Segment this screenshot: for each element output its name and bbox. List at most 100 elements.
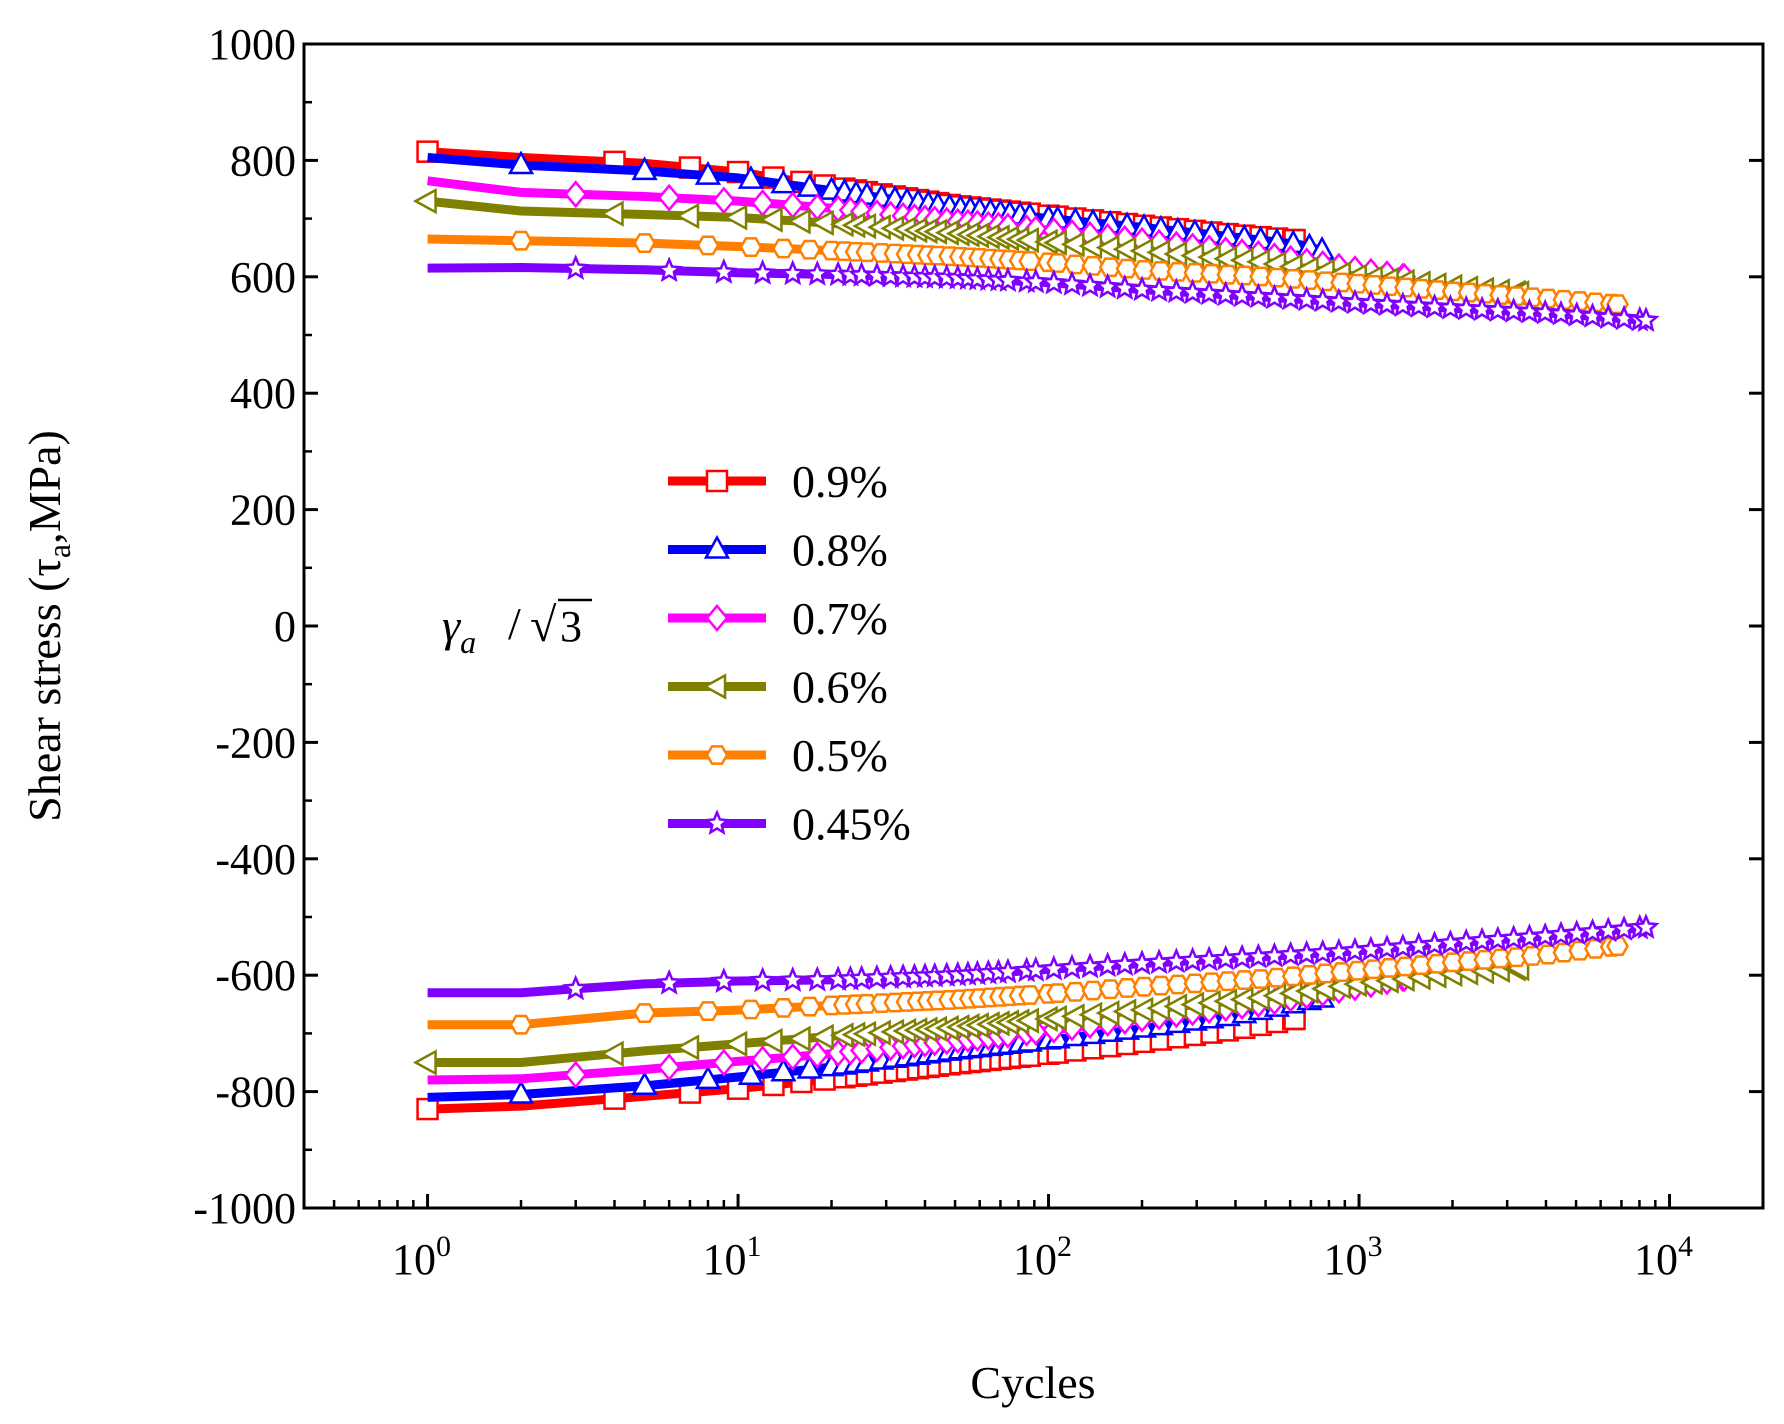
data-point [1128,949,1156,976]
y-tick-label: -800 [215,1068,296,1117]
gamma-subscript: a [460,624,476,660]
y-tick-label: -600 [215,951,296,1000]
y-tick-label: 600 [230,253,296,302]
data-point [1040,268,1068,295]
data-point [1346,273,1370,294]
data-point [1531,922,1559,948]
series-markers-upper [509,230,1629,315]
legend-label: 0.45% [792,799,911,850]
data-point [1098,979,1122,1000]
data-point [696,235,720,256]
data-point [1149,260,1173,281]
data-point [1563,919,1591,946]
data-point [1200,263,1224,284]
data-point [803,965,831,992]
legend-item: 0.7% [668,593,888,644]
data-point [599,1040,624,1067]
data-point [710,258,738,284]
data-point [1063,981,1087,1002]
data-point [562,974,590,1001]
data-point [1058,270,1086,296]
data-point [1578,917,1607,944]
data-point [1232,970,1256,991]
data-point [564,1060,588,1089]
data-point [1314,963,1337,984]
sqrt-radical: √ [530,599,557,652]
data-point [1547,920,1575,947]
data-point [509,230,533,251]
data-point [657,1053,681,1082]
x-tick-label: 104 [1634,1230,1693,1284]
data-point [1314,271,1337,292]
data-point [1098,257,1122,278]
data-point [1260,941,1288,968]
data-point [1132,260,1156,280]
data-point [1489,285,1513,305]
data-point [675,202,700,230]
series-0.45% [427,254,1660,1001]
y-tick-label: 0 [274,602,296,651]
data-point [1076,271,1104,298]
data-point [1058,953,1086,980]
data-point [1200,972,1224,993]
data-point [412,188,437,215]
data-point [803,259,831,286]
data-point [739,237,763,258]
data-point [416,1097,439,1121]
data-point [1081,255,1105,276]
series-layer [412,140,1660,1121]
data-point [1265,267,1289,288]
data-point [703,809,731,836]
data-point [771,238,795,259]
data-point [1018,985,1042,1005]
data-point [1362,275,1386,295]
data-point [779,966,807,992]
data-point [655,256,683,283]
data-point [1297,964,1321,985]
data-point [1216,264,1240,285]
data-point [1076,952,1104,979]
data-point [751,189,775,217]
data-point [1166,261,1190,282]
data-point [1610,915,1638,941]
legend-label: 0.6% [792,662,888,713]
data-point [749,966,777,993]
y-axis-title: Shear stress (τa,MPa) [19,430,77,822]
data-point [1330,962,1354,982]
data-point [1425,280,1449,301]
data-point [412,1049,437,1076]
legend-label: 0.7% [792,593,888,644]
data-point [1183,973,1207,994]
data-point [786,208,811,235]
data-point [749,258,777,285]
data-point [786,1025,811,1052]
data-point [633,233,657,253]
data-point [855,242,879,263]
data-point [712,186,736,215]
series-markers-upper [412,188,1530,307]
y-tick-label: -200 [215,718,296,767]
data-point [1568,291,1592,311]
data-point [1536,288,1560,309]
data-point [779,259,807,286]
data-point [631,1071,658,1096]
data-point [1330,272,1354,293]
data-point [702,673,727,700]
data-point [798,996,822,1017]
series-markers-lower [562,913,1660,1001]
data-point [1473,283,1497,304]
data-point [710,967,738,993]
legend-label: 0.9% [792,456,888,507]
data-point [712,1048,736,1077]
data-point [1281,966,1305,987]
data-point [723,204,748,231]
data-point [1468,926,1496,953]
data-point [1606,936,1629,957]
data-point [1145,948,1173,975]
data-point [751,1045,775,1074]
data-point [1341,936,1369,963]
data-point [1111,274,1139,300]
data-point [739,999,763,1020]
y-tick-label: -1000 [193,1184,296,1233]
y-tick-label: -400 [215,835,296,884]
